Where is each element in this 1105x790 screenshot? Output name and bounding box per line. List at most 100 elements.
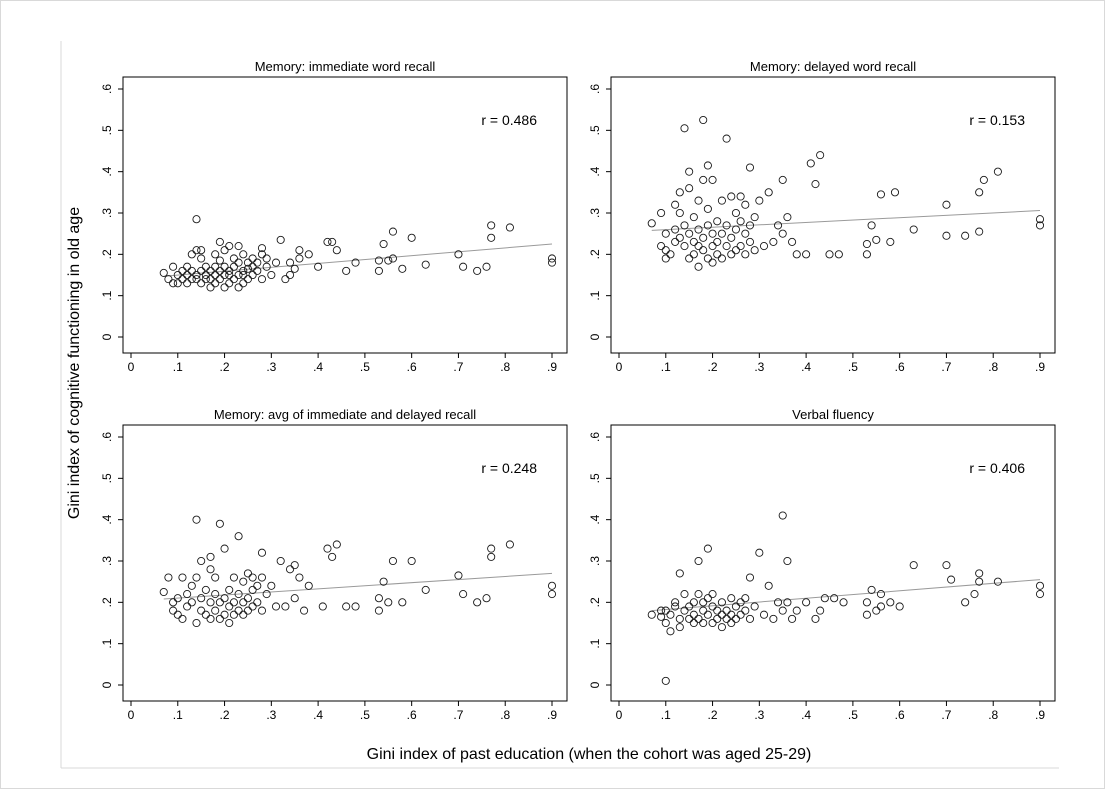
data-point bbox=[239, 279, 248, 288]
data-point bbox=[657, 612, 666, 621]
data-point bbox=[727, 250, 736, 259]
x-tick-label: .3 bbox=[266, 708, 276, 722]
x-tick-label: .6 bbox=[407, 360, 417, 374]
data-point bbox=[694, 225, 703, 234]
data-point bbox=[727, 192, 736, 201]
data-point bbox=[811, 180, 820, 189]
data-point bbox=[276, 556, 285, 566]
data-point bbox=[675, 623, 684, 632]
data-point bbox=[206, 283, 215, 292]
data-point bbox=[398, 598, 407, 607]
fit-line bbox=[163, 572, 553, 600]
data-point bbox=[661, 229, 670, 238]
data-point bbox=[759, 610, 769, 619]
data-point bbox=[741, 229, 750, 238]
data-point bbox=[271, 258, 281, 267]
data-point bbox=[731, 246, 740, 255]
data-point bbox=[792, 606, 801, 615]
data-point bbox=[197, 246, 206, 255]
data-point bbox=[750, 213, 759, 222]
y-tick-label: 0 bbox=[100, 681, 114, 688]
data-point bbox=[482, 262, 491, 271]
data-point bbox=[708, 229, 717, 238]
data-point bbox=[243, 594, 252, 603]
data-point bbox=[248, 585, 257, 594]
data-point bbox=[694, 614, 703, 623]
y-tick-label: .3 bbox=[100, 208, 114, 218]
x-tick-label: .6 bbox=[895, 360, 905, 374]
x-tick-label: .8 bbox=[988, 708, 998, 722]
data-point bbox=[388, 227, 398, 236]
data-point bbox=[257, 275, 267, 284]
data-point bbox=[229, 573, 238, 582]
panel-title: Verbal fluency bbox=[792, 407, 874, 422]
plot-frame bbox=[122, 424, 568, 702]
y-tick-label: .2 bbox=[100, 597, 114, 607]
data-point bbox=[300, 606, 309, 615]
data-point bbox=[239, 266, 248, 275]
x-tick-label: .2 bbox=[220, 360, 230, 374]
data-point bbox=[211, 250, 220, 259]
y-tick-label: .4 bbox=[100, 166, 114, 176]
data-point bbox=[187, 250, 196, 259]
data-point bbox=[1035, 215, 1045, 224]
data-point bbox=[547, 254, 557, 263]
data-point bbox=[211, 606, 220, 615]
data-point bbox=[229, 598, 238, 607]
data-point bbox=[727, 233, 736, 242]
data-point bbox=[694, 556, 703, 566]
data-point bbox=[671, 598, 680, 607]
data-point bbox=[257, 606, 267, 615]
data-point bbox=[388, 254, 398, 263]
data-point bbox=[755, 196, 764, 205]
data-point bbox=[975, 227, 984, 236]
data-point bbox=[680, 606, 689, 615]
data-point bbox=[290, 264, 299, 273]
data-point bbox=[657, 242, 666, 251]
data-point bbox=[717, 610, 726, 619]
y-tick-label: 0 bbox=[588, 681, 602, 688]
data-point bbox=[192, 246, 201, 255]
y-tick-label: .6 bbox=[588, 432, 602, 442]
x-tick-label: .4 bbox=[313, 708, 323, 722]
data-point bbox=[731, 225, 740, 234]
data-point bbox=[1035, 221, 1045, 230]
data-point bbox=[328, 552, 337, 561]
data-point bbox=[876, 602, 886, 611]
data-point bbox=[257, 548, 267, 557]
data-point bbox=[206, 275, 215, 284]
data-point bbox=[487, 544, 496, 553]
data-point bbox=[239, 577, 248, 586]
x-tick-label: .9 bbox=[547, 360, 557, 374]
data-point bbox=[206, 552, 215, 561]
data-point bbox=[830, 594, 839, 603]
data-point bbox=[736, 598, 745, 607]
data-point bbox=[685, 254, 694, 263]
y-tick-label: 0 bbox=[100, 333, 114, 340]
data-point bbox=[694, 262, 703, 271]
data-point bbox=[192, 515, 201, 524]
data-point bbox=[750, 246, 759, 255]
data-point bbox=[211, 270, 220, 280]
data-point bbox=[304, 581, 313, 590]
data-point bbox=[942, 200, 951, 209]
data-point bbox=[675, 614, 684, 623]
y-tick-label: .2 bbox=[588, 597, 602, 607]
data-point bbox=[206, 266, 215, 275]
data-point bbox=[197, 279, 206, 288]
data-point bbox=[778, 606, 787, 615]
data-point bbox=[351, 258, 360, 267]
data-point bbox=[745, 573, 755, 582]
data-point bbox=[736, 217, 745, 226]
data-point bbox=[979, 175, 988, 184]
data-point bbox=[211, 262, 220, 271]
data-point bbox=[187, 266, 196, 275]
x-tick-label: .7 bbox=[941, 360, 951, 374]
data-point bbox=[229, 254, 238, 263]
data-point bbox=[211, 279, 220, 288]
data-point bbox=[173, 594, 182, 603]
data-point bbox=[239, 598, 248, 607]
data-point bbox=[234, 606, 243, 615]
data-point bbox=[183, 602, 192, 611]
data-point bbox=[717, 623, 726, 632]
